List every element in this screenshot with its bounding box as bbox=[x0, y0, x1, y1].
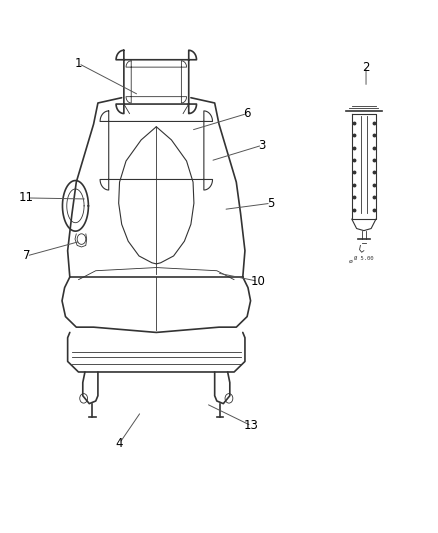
Text: 3: 3 bbox=[258, 139, 266, 152]
Text: 10: 10 bbox=[251, 275, 265, 288]
Text: 11: 11 bbox=[19, 191, 34, 205]
Text: Ø 5.00: Ø 5.00 bbox=[354, 256, 374, 261]
Text: 2: 2 bbox=[362, 61, 370, 74]
Text: 4: 4 bbox=[116, 437, 123, 450]
Text: 7: 7 bbox=[23, 249, 30, 262]
Text: 5: 5 bbox=[267, 197, 275, 209]
Text: ø: ø bbox=[349, 259, 353, 264]
Text: 6: 6 bbox=[244, 107, 251, 120]
Text: 13: 13 bbox=[244, 419, 259, 432]
Text: 1: 1 bbox=[75, 57, 82, 70]
